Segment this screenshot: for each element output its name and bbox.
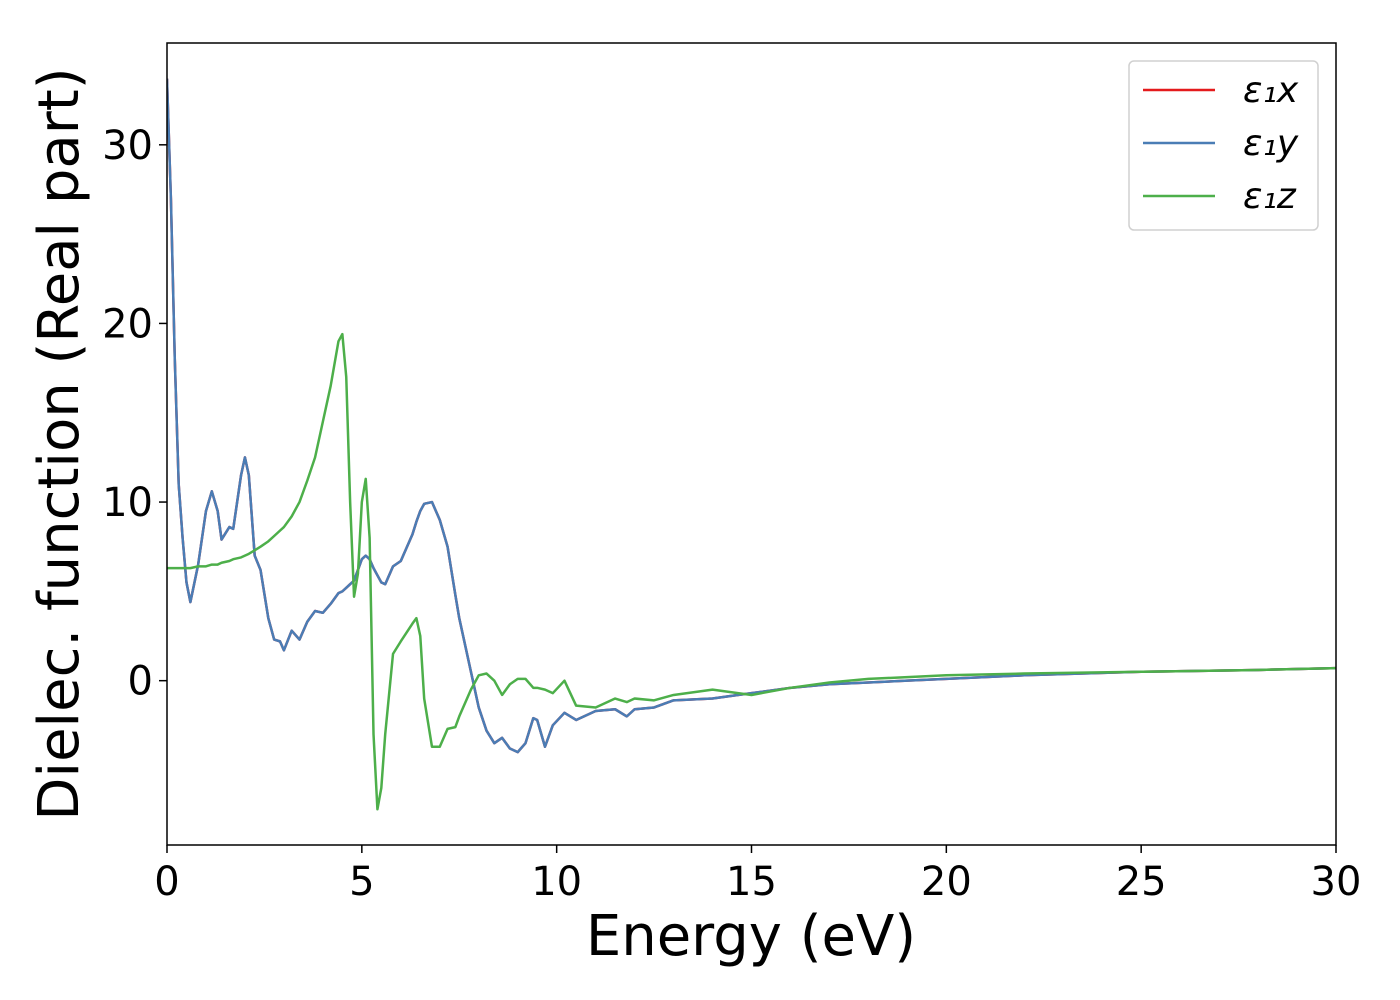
y-axis-label: Dielec. function (Real part) <box>27 67 92 820</box>
x-tick-label: 25 <box>1116 859 1167 905</box>
y-tick-label: 30 <box>102 123 153 169</box>
plot-frame <box>166 42 1337 846</box>
x-tick-label: 15 <box>726 859 777 905</box>
y-tick-label: 10 <box>102 480 153 526</box>
x-tick-label: 5 <box>349 859 374 905</box>
line-series <box>167 332 1336 811</box>
y-tick-label: 20 <box>102 301 153 347</box>
x-tick-label: 10 <box>531 859 582 905</box>
x-tick-label: 20 <box>921 859 972 905</box>
x-axis-label: Energy (eV) <box>586 904 916 969</box>
x-tick-label: 0 <box>154 859 179 905</box>
x-tick-label: 30 <box>1311 859 1362 905</box>
y-tick-label: 0 <box>128 659 153 705</box>
line-series <box>167 78 1336 754</box>
legend-box <box>1128 60 1319 231</box>
legend-label: ε₁y <box>1243 123 1299 164</box>
legend-label: ε₁x <box>1243 70 1299 111</box>
legend-label: ε₁z <box>1243 176 1297 217</box>
